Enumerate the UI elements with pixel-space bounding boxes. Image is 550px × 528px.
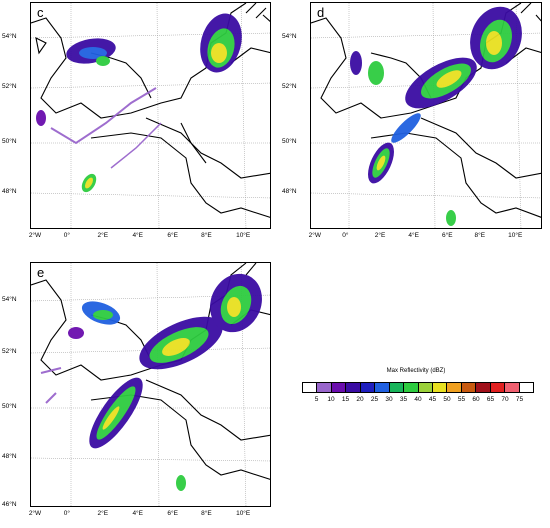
reflectivity-e	[40, 273, 262, 491]
lat-tick-label: 50°N	[2, 403, 17, 410]
lon-tick-label: 4°E	[408, 232, 419, 239]
legend-swatch	[505, 383, 520, 392]
colorbar-legend: Max Reflectivity (dBZ) 5 10 15 20 25 30 35 40 45…	[296, 368, 536, 408]
legend-tick-label: 45	[428, 396, 437, 403]
lon-tick-label: 2°E	[374, 232, 386, 239]
legend-swatch	[418, 383, 433, 392]
lon-tick-label: 4°E	[132, 510, 143, 517]
legend-colorbar	[302, 382, 534, 393]
panel-e: e	[30, 262, 271, 507]
panel-d: d	[310, 2, 542, 229]
legend-tick-label: 40	[414, 396, 422, 403]
legend-tick-label: 65	[486, 396, 495, 403]
lon-tick-label: 8°E	[474, 232, 486, 239]
legend-tick-label: 15	[341, 396, 350, 403]
legend-swatch	[346, 383, 361, 392]
lat-tick-label: 52°N	[2, 83, 17, 90]
legend-tick-label: 20	[356, 396, 364, 403]
lon-tick-label: 2°E	[97, 232, 109, 239]
lon-tick-label: 0°	[342, 232, 349, 239]
legend-swatch	[331, 383, 347, 392]
lat-tick-label: 48°N	[282, 188, 297, 195]
legend-title: Max Reflectivity (dBZ)	[386, 368, 446, 374]
legend-swatch	[490, 383, 506, 392]
legend-tick-label: 35	[399, 396, 408, 403]
lat-tick-label: 50°N	[2, 138, 17, 145]
lat-tick-label: 48°N	[2, 188, 17, 195]
legend-tick-label: 55	[457, 396, 466, 403]
legend-tick-label: 70	[501, 396, 509, 403]
legend-tick-label: 25	[370, 396, 379, 403]
map-e	[31, 263, 270, 506]
lon-tick-label: 10°E	[236, 232, 251, 239]
legend-swatch	[389, 383, 405, 392]
lat-tick-label: 52°N	[282, 83, 297, 90]
reflectivity-d	[350, 6, 522, 226]
lon-tick-label: 2°W	[308, 232, 321, 239]
legend-swatch	[360, 383, 376, 392]
legend-tick-label: 5	[314, 396, 319, 403]
lon-tick-label: 6°E	[167, 232, 178, 239]
lon-tick-label: 10°E	[236, 510, 251, 517]
lat-tick-label: 52°N	[2, 348, 17, 355]
lon-tick-label: 0°	[63, 232, 70, 239]
legend-swatch	[317, 383, 332, 392]
lat-tick-label: 48°N	[2, 453, 17, 460]
legend-tick-label: 60	[472, 396, 480, 403]
lat-tick-label: 54°N	[282, 33, 297, 40]
legend-tick-label: 30	[385, 396, 393, 403]
legend-swatch	[519, 383, 533, 392]
legend-tick-label: 50	[443, 396, 451, 403]
legend-swatch	[303, 383, 318, 392]
lon-tick-label: 2°W	[28, 510, 42, 517]
legend-tick-label: 10	[327, 396, 335, 403]
lon-tick-label: 2°E	[97, 510, 109, 517]
legend-swatch	[447, 383, 462, 392]
panel-c: c	[30, 2, 271, 229]
legend-swatch	[476, 383, 491, 392]
lat-tick-label: 54°N	[2, 33, 17, 40]
reflectivity-c	[36, 13, 242, 193]
lon-tick-label: 4°E	[132, 232, 143, 239]
panel-label: d	[317, 5, 325, 20]
lat-tick-label: 46°N	[2, 501, 17, 508]
lon-tick-label: 10°E	[508, 232, 523, 239]
map-c	[31, 3, 270, 228]
legend-swatch	[432, 383, 448, 392]
legend-swatch	[375, 383, 390, 392]
lon-tick-label: 0°	[63, 510, 70, 517]
lon-tick-label: 8°E	[201, 510, 212, 517]
legend-swatch	[404, 383, 419, 392]
lon-tick-label: 8°E	[201, 232, 212, 239]
lat-tick-label: 50°N	[282, 138, 297, 145]
legend-swatch	[461, 383, 477, 392]
lon-tick-label: 6°E	[167, 510, 178, 517]
lon-tick-label: 2°W	[28, 232, 42, 239]
legend-tick-label: 75	[515, 396, 524, 403]
lat-tick-label: 54°N	[2, 296, 17, 303]
lon-tick-label: 6°E	[442, 232, 453, 239]
map-d	[311, 3, 541, 228]
panel-label: c	[37, 5, 44, 20]
panel-label: e	[37, 265, 45, 280]
